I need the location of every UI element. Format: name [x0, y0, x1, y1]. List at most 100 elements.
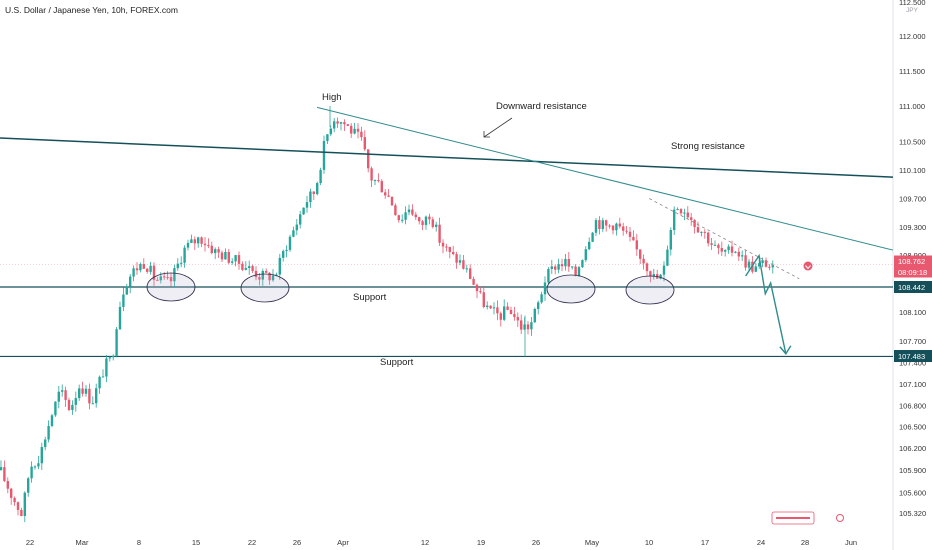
candle-body	[278, 257, 281, 275]
candle-body	[373, 180, 377, 182]
price-label-text: 08:09:18	[898, 268, 927, 277]
downward-resistance-line[interactable]	[316, 106, 894, 251]
y-tick-label: 105.900	[899, 466, 926, 475]
candle-body	[319, 169, 322, 184]
candle-body	[516, 317, 519, 321]
candle-body	[193, 239, 196, 244]
annotation-strong-resistance: Strong resistance	[671, 141, 745, 152]
y-tick-label: 106.800	[899, 401, 926, 410]
candle-body	[642, 258, 645, 264]
candle-body	[353, 128, 356, 134]
candle-body	[20, 510, 23, 517]
candle-body	[183, 247, 186, 263]
candle-body	[690, 217, 693, 220]
candle-body	[438, 224, 441, 243]
candle-body	[333, 121, 336, 129]
candle-body	[669, 230, 672, 250]
candle-body	[414, 214, 417, 218]
candle-body	[622, 226, 625, 231]
candle-body	[458, 260, 462, 263]
candle-body	[227, 251, 230, 263]
candle-body	[125, 286, 128, 295]
levels-layer	[0, 264, 893, 358]
y-tick-label: 109.300	[899, 223, 926, 232]
candle-body	[217, 249, 220, 253]
candle-body	[115, 329, 118, 356]
candle-body	[588, 241, 591, 250]
candle-body	[560, 264, 564, 267]
candle-body	[574, 266, 577, 276]
x-tick-label: 28	[801, 538, 809, 547]
candle-body	[27, 478, 30, 493]
symbol-title: U.S. Dollar / Japanese Yen, 10h, FOREX.c…	[5, 5, 178, 15]
candle-body	[639, 249, 642, 259]
support-highlight-ellipse[interactable]	[240, 273, 290, 303]
candle-body	[479, 291, 482, 293]
candle-body	[645, 263, 649, 272]
candle-body	[486, 305, 489, 308]
candle-body	[496, 307, 499, 314]
candle-body	[265, 270, 268, 273]
candle-body	[81, 388, 84, 394]
candle-body	[33, 466, 37, 468]
pointer-arrowhead-icon	[483, 131, 490, 138]
candle-body	[363, 137, 366, 150]
candle-body	[74, 398, 77, 405]
candle-body	[625, 230, 628, 232]
projection-arrowhead-icon	[779, 345, 792, 355]
alert-marker-icon[interactable]	[803, 261, 813, 271]
candle-body	[404, 212, 407, 220]
candle-body	[207, 245, 210, 247]
candle-body	[292, 230, 295, 237]
candle-body	[261, 270, 264, 280]
x-tick-label: 24	[757, 538, 765, 547]
x-tick-label: 15	[192, 538, 200, 547]
time-axis[interactable]: 22 Mar 8 15 22 26 Apr 12 19 26 May 10 17 24 28 Jun	[26, 538, 857, 547]
price-labels: 108.762 08:09:18 108.442 107.483	[894, 255, 932, 362]
candles[interactable]	[0, 106, 774, 523]
candle-body	[220, 252, 224, 260]
candle-body	[3, 467, 6, 482]
strong-resistance-line[interactable]	[0, 137, 894, 178]
y-tick-label: 106.200	[899, 444, 926, 453]
candle-body	[234, 255, 237, 262]
candle-body	[78, 388, 81, 399]
candle-body	[720, 248, 723, 252]
drawings[interactable]	[0, 106, 894, 355]
candle-body	[282, 251, 285, 258]
projection-path[interactable]	[745, 253, 787, 354]
candle-body	[632, 236, 635, 241]
candle-body	[203, 243, 207, 246]
x-tick-label: 19	[477, 538, 485, 547]
price-label-box	[894, 350, 932, 362]
candle-body	[200, 237, 203, 244]
candle-body	[377, 180, 380, 182]
candle-body	[608, 225, 611, 227]
support-highlight-ellipse[interactable]	[546, 274, 596, 304]
y-tick-label: 109.700	[899, 195, 926, 204]
candle-body	[673, 209, 676, 231]
candle-body	[737, 251, 740, 257]
x-tick-label: 26	[293, 538, 301, 547]
candle-body	[431, 219, 434, 227]
support-highlight-ellipse[interactable]	[625, 275, 675, 305]
candle-body	[0, 467, 3, 471]
candle-body	[23, 492, 26, 517]
y-tick-label: 111.000	[899, 102, 925, 111]
candle-body	[173, 268, 176, 282]
candle-body	[149, 265, 152, 272]
candle-body	[251, 266, 254, 271]
minor-trendline-dashed[interactable]	[649, 198, 800, 280]
candle-body	[421, 221, 424, 225]
candle-body	[142, 264, 145, 269]
support-highlight-ellipse[interactable]	[146, 272, 196, 302]
candle-body	[506, 306, 509, 310]
tradingview-logo[interactable]	[771, 511, 844, 525]
candle-body	[747, 261, 751, 268]
price-axis[interactable]: 105.320 105.600 105.900 106.200 106.500 106.8…	[899, 0, 926, 518]
candle-body	[499, 313, 502, 320]
candle-body	[428, 216, 431, 220]
candle-body	[40, 447, 43, 464]
candle-body	[761, 260, 764, 264]
